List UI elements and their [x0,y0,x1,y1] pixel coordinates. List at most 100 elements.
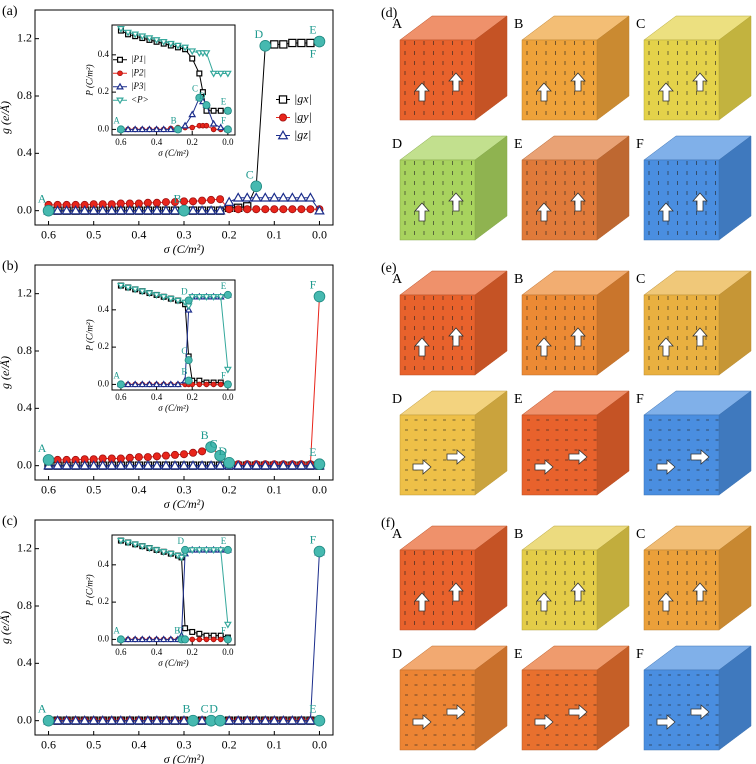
polarization-arrow [414,337,430,357]
highlight-point [42,714,55,727]
x-axis-label: σ (C/m²) [164,242,205,256]
x-tick-label: 0.4 [131,483,146,497]
point-label: B [181,367,187,377]
marker [306,205,315,214]
point-label: B [174,625,180,635]
highlight-point [184,376,193,385]
legend-label: |gy| [294,109,312,123]
marker [138,635,147,643]
y-axis-label: P (C/m²) [84,574,94,606]
marker [159,294,168,301]
marker [174,380,182,388]
panel-label: (d) [381,6,398,21]
polarization-arrow [448,72,464,92]
highlight-point [42,454,55,466]
marker [210,636,217,643]
cube-front [399,414,476,496]
marker [116,537,125,545]
marker [198,447,207,456]
highlight-point [214,449,226,462]
marker [297,38,306,48]
polarization-arrow [446,449,466,465]
marker [138,380,147,388]
marker [270,40,279,49]
point-label: E [221,281,227,291]
cube-label: D [392,647,402,662]
marker [97,205,109,215]
polarization-arrow [536,82,552,102]
marker [196,460,208,470]
marker [106,460,118,470]
marker [52,205,63,215]
legend-label: |gx| [294,91,312,105]
marker [202,294,211,301]
marker [259,715,271,725]
point-label: E [309,445,316,459]
marker [151,460,163,470]
y-tick-label: 0.0 [98,633,110,643]
y-tick-label: 0.4 [17,655,32,669]
marker [159,380,168,388]
marker [124,635,132,643]
marker [160,205,172,215]
marker [142,715,154,725]
marker [287,715,298,725]
polarization-arrow [412,714,432,730]
marker [133,460,145,470]
highlight-point [181,545,190,554]
polarization-arrow [692,582,708,602]
marker [205,460,217,470]
marker [166,40,175,48]
cube-front [521,669,598,751]
cube-label: D [392,392,402,407]
cube-front [399,159,476,241]
y-axis-label: P (C/m²) [84,64,94,96]
x-tick-label: 0.0 [312,483,327,497]
marker [145,290,154,298]
polarization-arrow [570,582,586,602]
marker [217,381,224,388]
highlight-point [223,125,232,134]
x-axis-label: σ (C/m²) [164,752,205,764]
polarization-arrow [536,592,552,612]
y-tick-label: 0.8 [17,598,32,612]
marker [145,380,154,388]
marker [143,453,152,462]
point-label: E [309,702,316,716]
polarization-arrow [414,202,430,222]
y-tick-label: 0.0 [98,378,110,388]
cube-label: B [514,272,523,287]
marker [160,460,172,470]
marker [189,448,198,457]
marker [187,460,199,470]
cube-label: F [636,137,644,152]
marker [115,205,127,215]
cube-label: F [636,647,644,662]
polarization-arrow [536,337,552,357]
marker [277,715,289,725]
highlight-point [250,180,263,193]
marker [305,192,316,202]
x-axis-label: σ (C/m²) [164,497,205,511]
point-label: C [201,702,209,716]
y-tick-label: 0.0 [98,123,110,133]
marker [152,452,161,461]
x-tick-label: 0.6 [41,483,56,497]
marker [250,192,262,202]
marker [205,205,217,215]
marker [145,35,154,43]
marker [61,460,72,470]
marker [160,715,172,725]
x-tick-label: 0.3 [177,483,192,497]
cube-front [521,414,598,496]
marker [187,205,199,215]
marker [216,123,225,131]
marker [166,380,175,388]
highlight-point [223,290,232,299]
marker [115,715,127,725]
marker [279,205,288,214]
highlight-point [181,635,190,644]
marker [133,205,145,215]
marker [61,715,72,725]
cube-front [521,39,598,121]
